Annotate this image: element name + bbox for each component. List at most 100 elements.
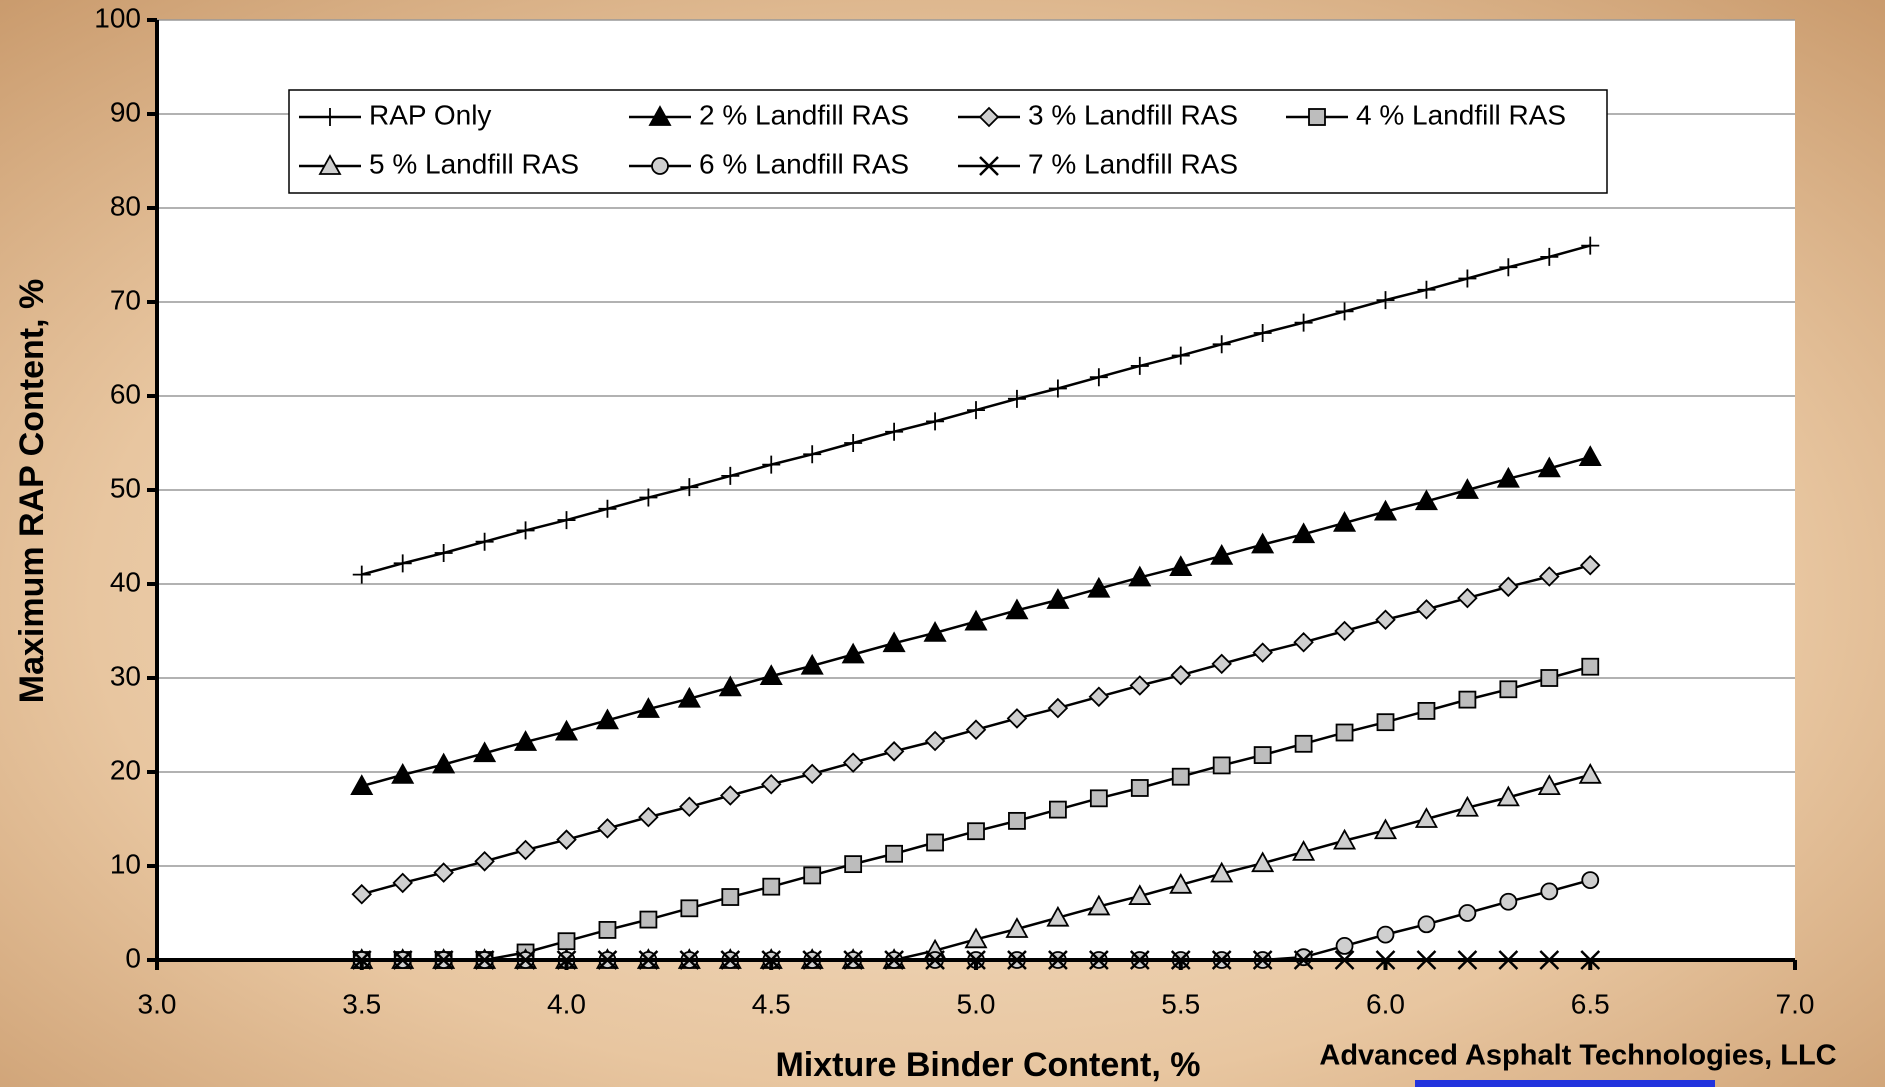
- marker: [1537, 456, 1561, 478]
- marker: [1169, 872, 1193, 894]
- marker: [1373, 499, 1398, 521]
- marker: [1498, 576, 1519, 598]
- marker: [352, 565, 371, 584]
- marker: [883, 741, 905, 762]
- x-tick-label: 3.5: [342, 988, 381, 1019]
- series: [350, 445, 1602, 795]
- marker: [1537, 774, 1561, 795]
- marker: [1008, 811, 1026, 830]
- marker: [1251, 532, 1275, 554]
- marker: [473, 741, 497, 763]
- marker: [1458, 269, 1477, 288]
- y-tick-label: 0: [125, 942, 141, 973]
- marker: [1292, 840, 1316, 861]
- marker: [841, 642, 865, 664]
- marker: [1130, 356, 1149, 375]
- series: [352, 657, 1600, 969]
- y-tick-label: 10: [110, 848, 141, 879]
- x-axis-title: Mixture Binder Content, %: [775, 1046, 1200, 1084]
- marker: [1292, 522, 1316, 544]
- legend-label: 2 % Landfill RAS: [699, 99, 909, 130]
- marker: [1578, 445, 1602, 466]
- legend-label: RAP Only: [369, 99, 491, 130]
- marker: [965, 719, 987, 740]
- marker: [1417, 915, 1436, 934]
- legend: [288, 89, 1608, 194]
- legend-label: 3 % Landfill RAS: [1028, 99, 1238, 130]
- marker: [554, 719, 579, 741]
- marker: [1333, 511, 1357, 532]
- marker: [1376, 291, 1395, 310]
- legend-label: 5 % Landfill RAS: [369, 148, 579, 179]
- marker: [926, 833, 944, 852]
- marker: [391, 762, 415, 784]
- marker: [1130, 779, 1149, 797]
- marker: [1048, 379, 1067, 398]
- marker: [803, 445, 822, 464]
- x-tick-label: 6.0: [1366, 988, 1405, 1019]
- marker: [680, 899, 699, 918]
- marker: [1540, 669, 1559, 687]
- marker: [1416, 599, 1437, 620]
- marker: [882, 631, 906, 653]
- marker: [1169, 555, 1193, 576]
- marker: [514, 730, 538, 751]
- marker: [803, 866, 822, 885]
- marker: [760, 773, 782, 795]
- marker: [1005, 598, 1029, 620]
- marker: [1171, 346, 1190, 365]
- x-tick-label: 5.5: [1161, 988, 1200, 1019]
- marker: [598, 499, 617, 518]
- marker: [1251, 851, 1275, 873]
- marker: [721, 888, 740, 906]
- marker: [967, 401, 985, 420]
- marker: [475, 532, 494, 551]
- legend-label: 4 % Landfill RAS: [1356, 99, 1566, 130]
- marker: [516, 521, 535, 540]
- y-tick-label: 60: [110, 378, 141, 409]
- marker: [842, 752, 864, 773]
- series: [352, 236, 1600, 584]
- marker: [680, 478, 699, 497]
- marker: [433, 862, 454, 883]
- marker: [393, 554, 412, 573]
- marker: [1210, 861, 1234, 883]
- legend-label: 6 % Landfill RAS: [699, 148, 909, 179]
- marker: [1333, 828, 1357, 850]
- marker: [1458, 690, 1477, 709]
- y-tick-label: 70: [110, 284, 141, 315]
- marker: [1171, 767, 1190, 786]
- marker: [648, 105, 672, 126]
- marker: [923, 621, 947, 642]
- y-tick-label: 90: [110, 96, 141, 127]
- marker: [598, 921, 617, 939]
- marker: [1005, 917, 1029, 938]
- marker: [979, 156, 999, 176]
- y-tick-label: 100: [94, 2, 141, 33]
- marker: [844, 434, 863, 452]
- marker: [1089, 789, 1108, 808]
- marker: [1007, 389, 1026, 408]
- y-tick-label: 50: [110, 472, 141, 503]
- marker: [677, 686, 701, 708]
- marker: [1540, 882, 1559, 901]
- logo: [1415, 1080, 1715, 1087]
- marker: [595, 708, 619, 730]
- marker: [1293, 632, 1314, 653]
- marker: [1087, 894, 1111, 916]
- marker: [1212, 335, 1231, 354]
- marker: [924, 730, 946, 752]
- marker: [318, 154, 342, 175]
- marker: [1499, 892, 1518, 911]
- marker: [1047, 697, 1069, 719]
- marker: [885, 844, 903, 863]
- marker: [1294, 948, 1313, 967]
- x-tick-label: 4.5: [752, 988, 791, 1019]
- x-tick-label: 5.0: [957, 988, 996, 1019]
- marker: [1129, 675, 1151, 696]
- y-tick-label: 40: [110, 566, 141, 597]
- marker: [1308, 108, 1326, 126]
- marker: [1373, 818, 1398, 840]
- x-tick-label: 6.5: [1571, 988, 1610, 1019]
- y-tick-label: 80: [110, 190, 141, 221]
